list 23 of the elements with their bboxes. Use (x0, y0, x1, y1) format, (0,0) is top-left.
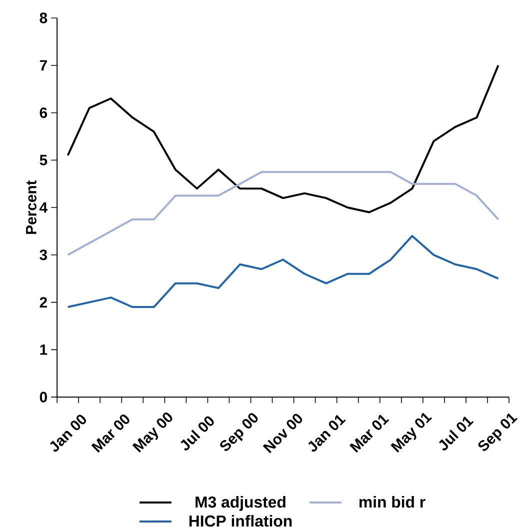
x-tick-label: Sep 01 (478, 413, 518, 451)
x-tick-label: Mar 01 (350, 414, 390, 453)
y-tick-label: 3 (40, 250, 48, 260)
x-tick-label: Jul 01 (439, 416, 474, 450)
x-tick-label: Sep 00 (220, 413, 258, 451)
y-tick-label: 1 (40, 344, 48, 355)
x-tick-label: Jul 00 (180, 416, 214, 450)
x-tick-label: Jan 00 (50, 414, 86, 452)
legend-label: M3 adjusted (196, 496, 286, 511)
y-tick-label: 2 (40, 297, 48, 308)
y-tick-label: 8 (40, 12, 48, 24)
y-tick-label: 0 (40, 392, 48, 402)
x-tick-label: Nov 00 (262, 414, 302, 454)
legend-label: HICP inflation (190, 515, 292, 527)
legend-label: min bid r (360, 496, 426, 508)
y-tick-label: 4 (40, 202, 48, 213)
y-tick-label: 6 (40, 107, 48, 118)
y-tick-label: 7 (40, 60, 48, 70)
line-series (66, 64, 500, 214)
x-tick-label: Jan 01 (308, 414, 346, 452)
x-tick-label: Mar 00 (91, 414, 130, 453)
y-tick-label: 5 (40, 154, 48, 166)
y-axis-title: Percent (26, 180, 37, 234)
